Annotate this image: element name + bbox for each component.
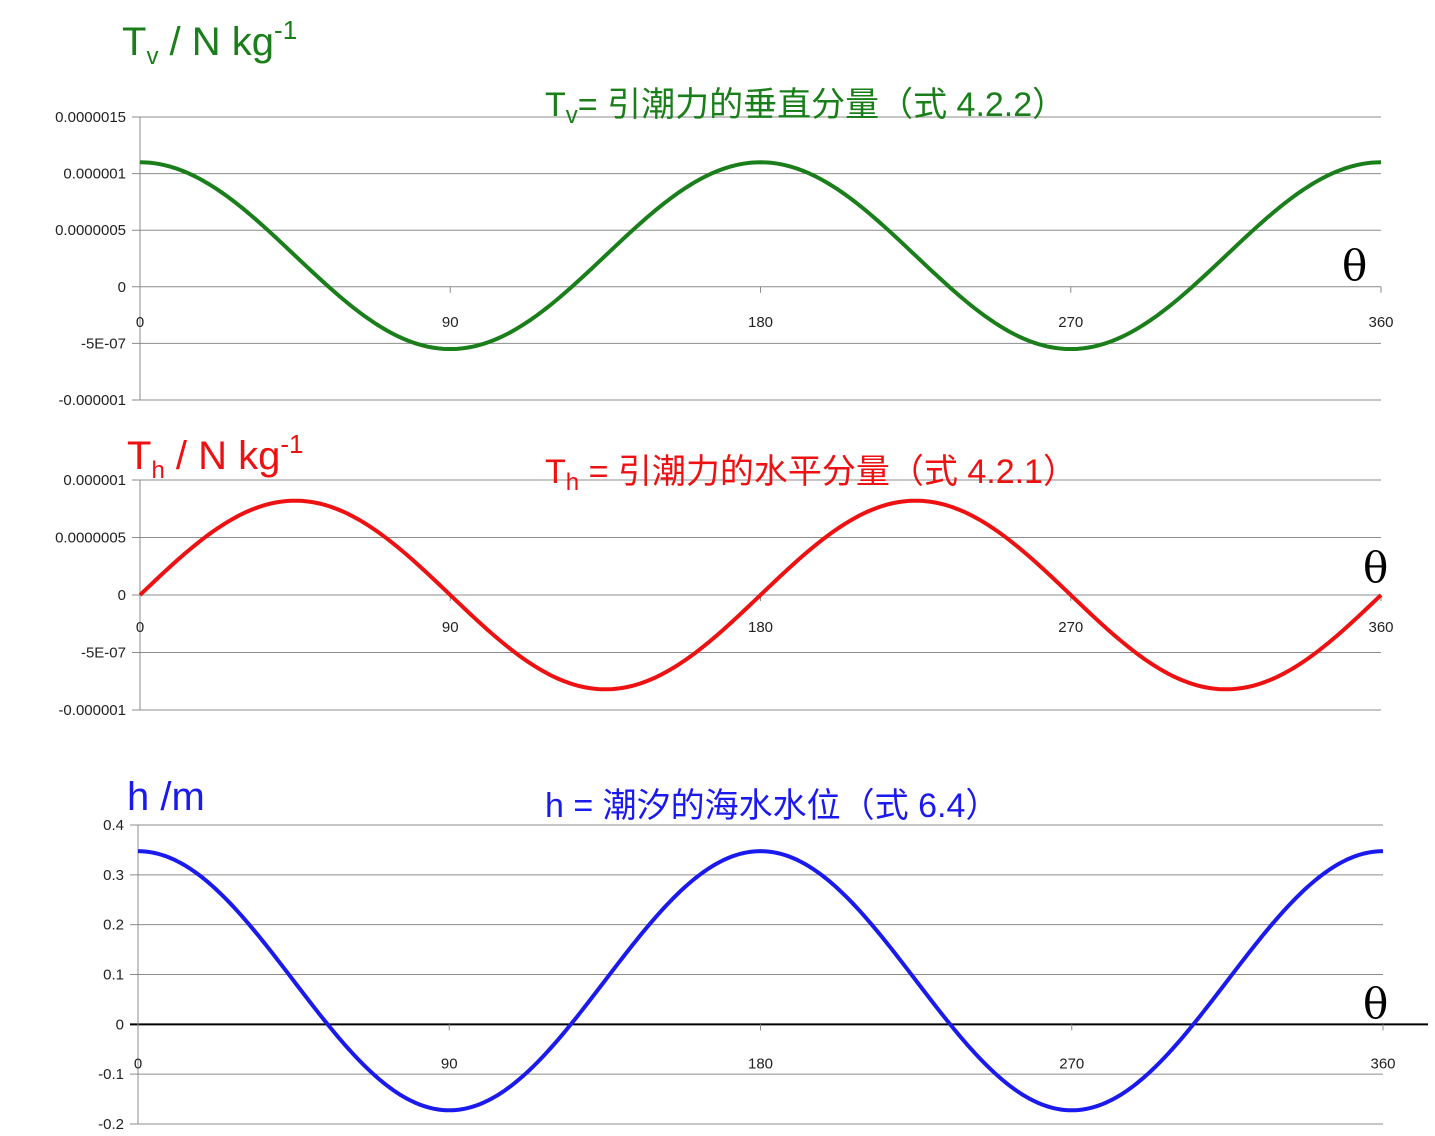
x-tick-label: 0 [136, 619, 144, 636]
chart-2: 0.000001 0.0000005 0 -5E-07 -0.000001 0 90 180 2… [55, 429, 1393, 719]
y-tick-label: 0 [118, 587, 126, 604]
x-tick-label: 180 [748, 314, 773, 331]
chart-title: Th = 引潮力的水平分量（式 4.2.1） [545, 453, 1077, 496]
y-tick-label: 0 [118, 279, 126, 296]
series-line [139, 160, 1382, 352]
y-tick-label: -5E-07 [81, 645, 126, 662]
y-tick-label: -0.000001 [58, 392, 126, 409]
y-tick-label: 0.0000015 [55, 109, 126, 126]
y-axis-label: h /m [127, 775, 205, 819]
x-tick-label: 270 [1058, 314, 1083, 331]
x-tick-label: 180 [748, 619, 773, 636]
x-axis-label: θ [1363, 979, 1388, 1028]
y-tick-label: -5E-07 [81, 335, 126, 352]
y-tick-label: -0.1 [98, 1066, 124, 1083]
y-tick-label: 0.3 [103, 867, 124, 884]
chart-title: Tv= 引潮力的垂直分量（式 4.2.2） [545, 86, 1066, 129]
y-tick-label: -0.2 [98, 1116, 124, 1133]
x-tick-label: 0 [134, 1055, 142, 1072]
x-tick-label: 360 [1370, 1055, 1395, 1072]
chart-title: h = 潮汐的海水水位（式 6.4） [545, 787, 999, 825]
y-axis-label: Tv / N kg-1 [122, 15, 297, 70]
y-tick-label: 0.000001 [63, 472, 126, 489]
chart-1: 0.0000015 0.000001 0.0000005 0 -5E-07 -0.0000… [55, 15, 1393, 409]
x-axis-label: θ [1342, 241, 1367, 290]
y-tick-label: 0.000001 [63, 166, 126, 183]
x-tick-label: 270 [1058, 619, 1083, 636]
y-tick-label: 0.4 [103, 817, 124, 834]
x-tick-label: 0 [136, 314, 144, 331]
y-axis-label: Th / N kg-1 [127, 429, 304, 484]
x-axis-label: θ [1363, 543, 1388, 592]
y-tick-label: -0.000001 [58, 702, 126, 719]
x-tick-label: 270 [1059, 1055, 1084, 1072]
x-tick-label: 90 [441, 1055, 458, 1072]
y-tick-label: 0.0000005 [55, 222, 126, 239]
y-tick-label: 0.1 [103, 967, 124, 984]
x-tick-label: 360 [1368, 314, 1393, 331]
series-line [138, 498, 1383, 692]
x-tick-label: 180 [748, 1055, 773, 1072]
chart-3: 0.4 0.3 0.2 0.1 0 -0.1 -0.2 0 90 180 270 360 h /m h =… [98, 775, 1428, 1133]
y-tick-label: 0.2 [103, 917, 124, 934]
y-tick-label: 0.0000005 [55, 530, 126, 547]
x-tick-label: 360 [1368, 619, 1393, 636]
series-line [137, 849, 1384, 1113]
y-tick-label: 0 [116, 1016, 124, 1033]
x-tick-label: 90 [442, 314, 459, 331]
x-tick-label: 90 [442, 619, 459, 636]
